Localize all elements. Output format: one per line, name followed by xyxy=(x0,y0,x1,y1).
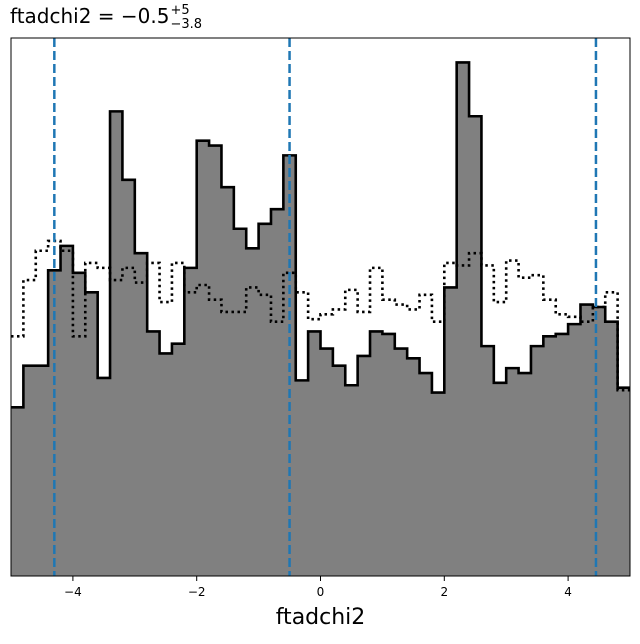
histogram-bar-filled xyxy=(171,343,185,576)
chart-title: ftadchi2 = −0.5 xyxy=(10,4,170,28)
histogram-bar-filled xyxy=(370,331,383,576)
histogram-bar-filled xyxy=(134,253,148,576)
histogram-bar-filled xyxy=(332,365,346,576)
histogram-bar-filled xyxy=(431,392,445,576)
title-prefix: ftadchi2 = xyxy=(10,4,121,28)
plot-area xyxy=(11,38,631,577)
histogram-bar-filled xyxy=(97,377,111,576)
histogram-bar-filled xyxy=(345,385,359,576)
histogram-bar-filled xyxy=(72,272,86,576)
histogram-bar-filled xyxy=(530,346,544,576)
histogram-bar-filled xyxy=(320,348,334,576)
histogram-bar-filled xyxy=(147,331,160,576)
histogram-bar-filled xyxy=(295,380,309,576)
histogram-bar-filled xyxy=(493,382,507,576)
histogram-bar-filled xyxy=(456,62,470,577)
title-upper-error: +5 xyxy=(171,3,190,18)
title-value: −0.5 xyxy=(121,4,170,28)
histogram-bar-filled xyxy=(85,292,99,576)
x-axis: −4 −2 0 2 4 xyxy=(64,576,572,599)
histogram-bar-filled xyxy=(605,321,619,576)
histogram-bar-filled xyxy=(122,179,136,576)
histogram-bar-filled xyxy=(184,267,198,576)
histogram-bar-filled xyxy=(444,287,458,576)
histogram-bar-filled xyxy=(221,187,235,576)
histogram-bar-filled xyxy=(246,248,259,577)
histogram-outline-filled xyxy=(11,61,630,409)
histogram-bar-filled xyxy=(233,228,247,576)
histogram-bar-filled xyxy=(419,373,433,576)
histogram-bar-filled xyxy=(481,346,495,576)
histogram-bar-filled xyxy=(60,245,74,576)
histogram-bar-filled xyxy=(308,331,321,576)
x-tick-label: −4 xyxy=(64,585,82,599)
histogram-bar-filled xyxy=(469,116,482,576)
histogram-bar-filled xyxy=(382,333,396,576)
histogram-bar-filled xyxy=(35,365,49,576)
histogram-bar-filled xyxy=(23,365,37,576)
x-tick-label: 4 xyxy=(564,585,572,599)
histogram-outline-dotted xyxy=(11,239,630,392)
histogram-bar-filled xyxy=(258,223,272,576)
histogram-bar-filled xyxy=(555,333,569,576)
x-axis-label: ftadchi2 xyxy=(276,605,366,630)
histogram-bar-filled xyxy=(209,145,222,576)
histogram-bar-filled xyxy=(518,373,532,576)
histogram-bar-filled xyxy=(407,358,420,576)
title-lower-error: −3.8 xyxy=(171,17,203,32)
histogram-bar-filled xyxy=(196,140,210,576)
histogram-bar-filled xyxy=(617,387,631,576)
histogram-bar-filled xyxy=(110,111,123,576)
histogram-bar-filled xyxy=(394,348,408,576)
histogram-bar-filled xyxy=(357,355,371,576)
histogram-bar-filled xyxy=(568,324,581,576)
histogram-bar-filled xyxy=(270,209,284,576)
histogram-bar-filled xyxy=(506,368,519,576)
x-tick-label: −2 xyxy=(188,585,206,599)
histogram-bar-filled xyxy=(159,353,173,576)
x-tick-label: 0 xyxy=(317,585,325,599)
histogram-bar-filled xyxy=(11,407,24,576)
x-tick-label: 2 xyxy=(440,585,448,599)
histogram-bar-filled xyxy=(580,304,594,576)
histogram-bar-filled xyxy=(543,336,557,576)
